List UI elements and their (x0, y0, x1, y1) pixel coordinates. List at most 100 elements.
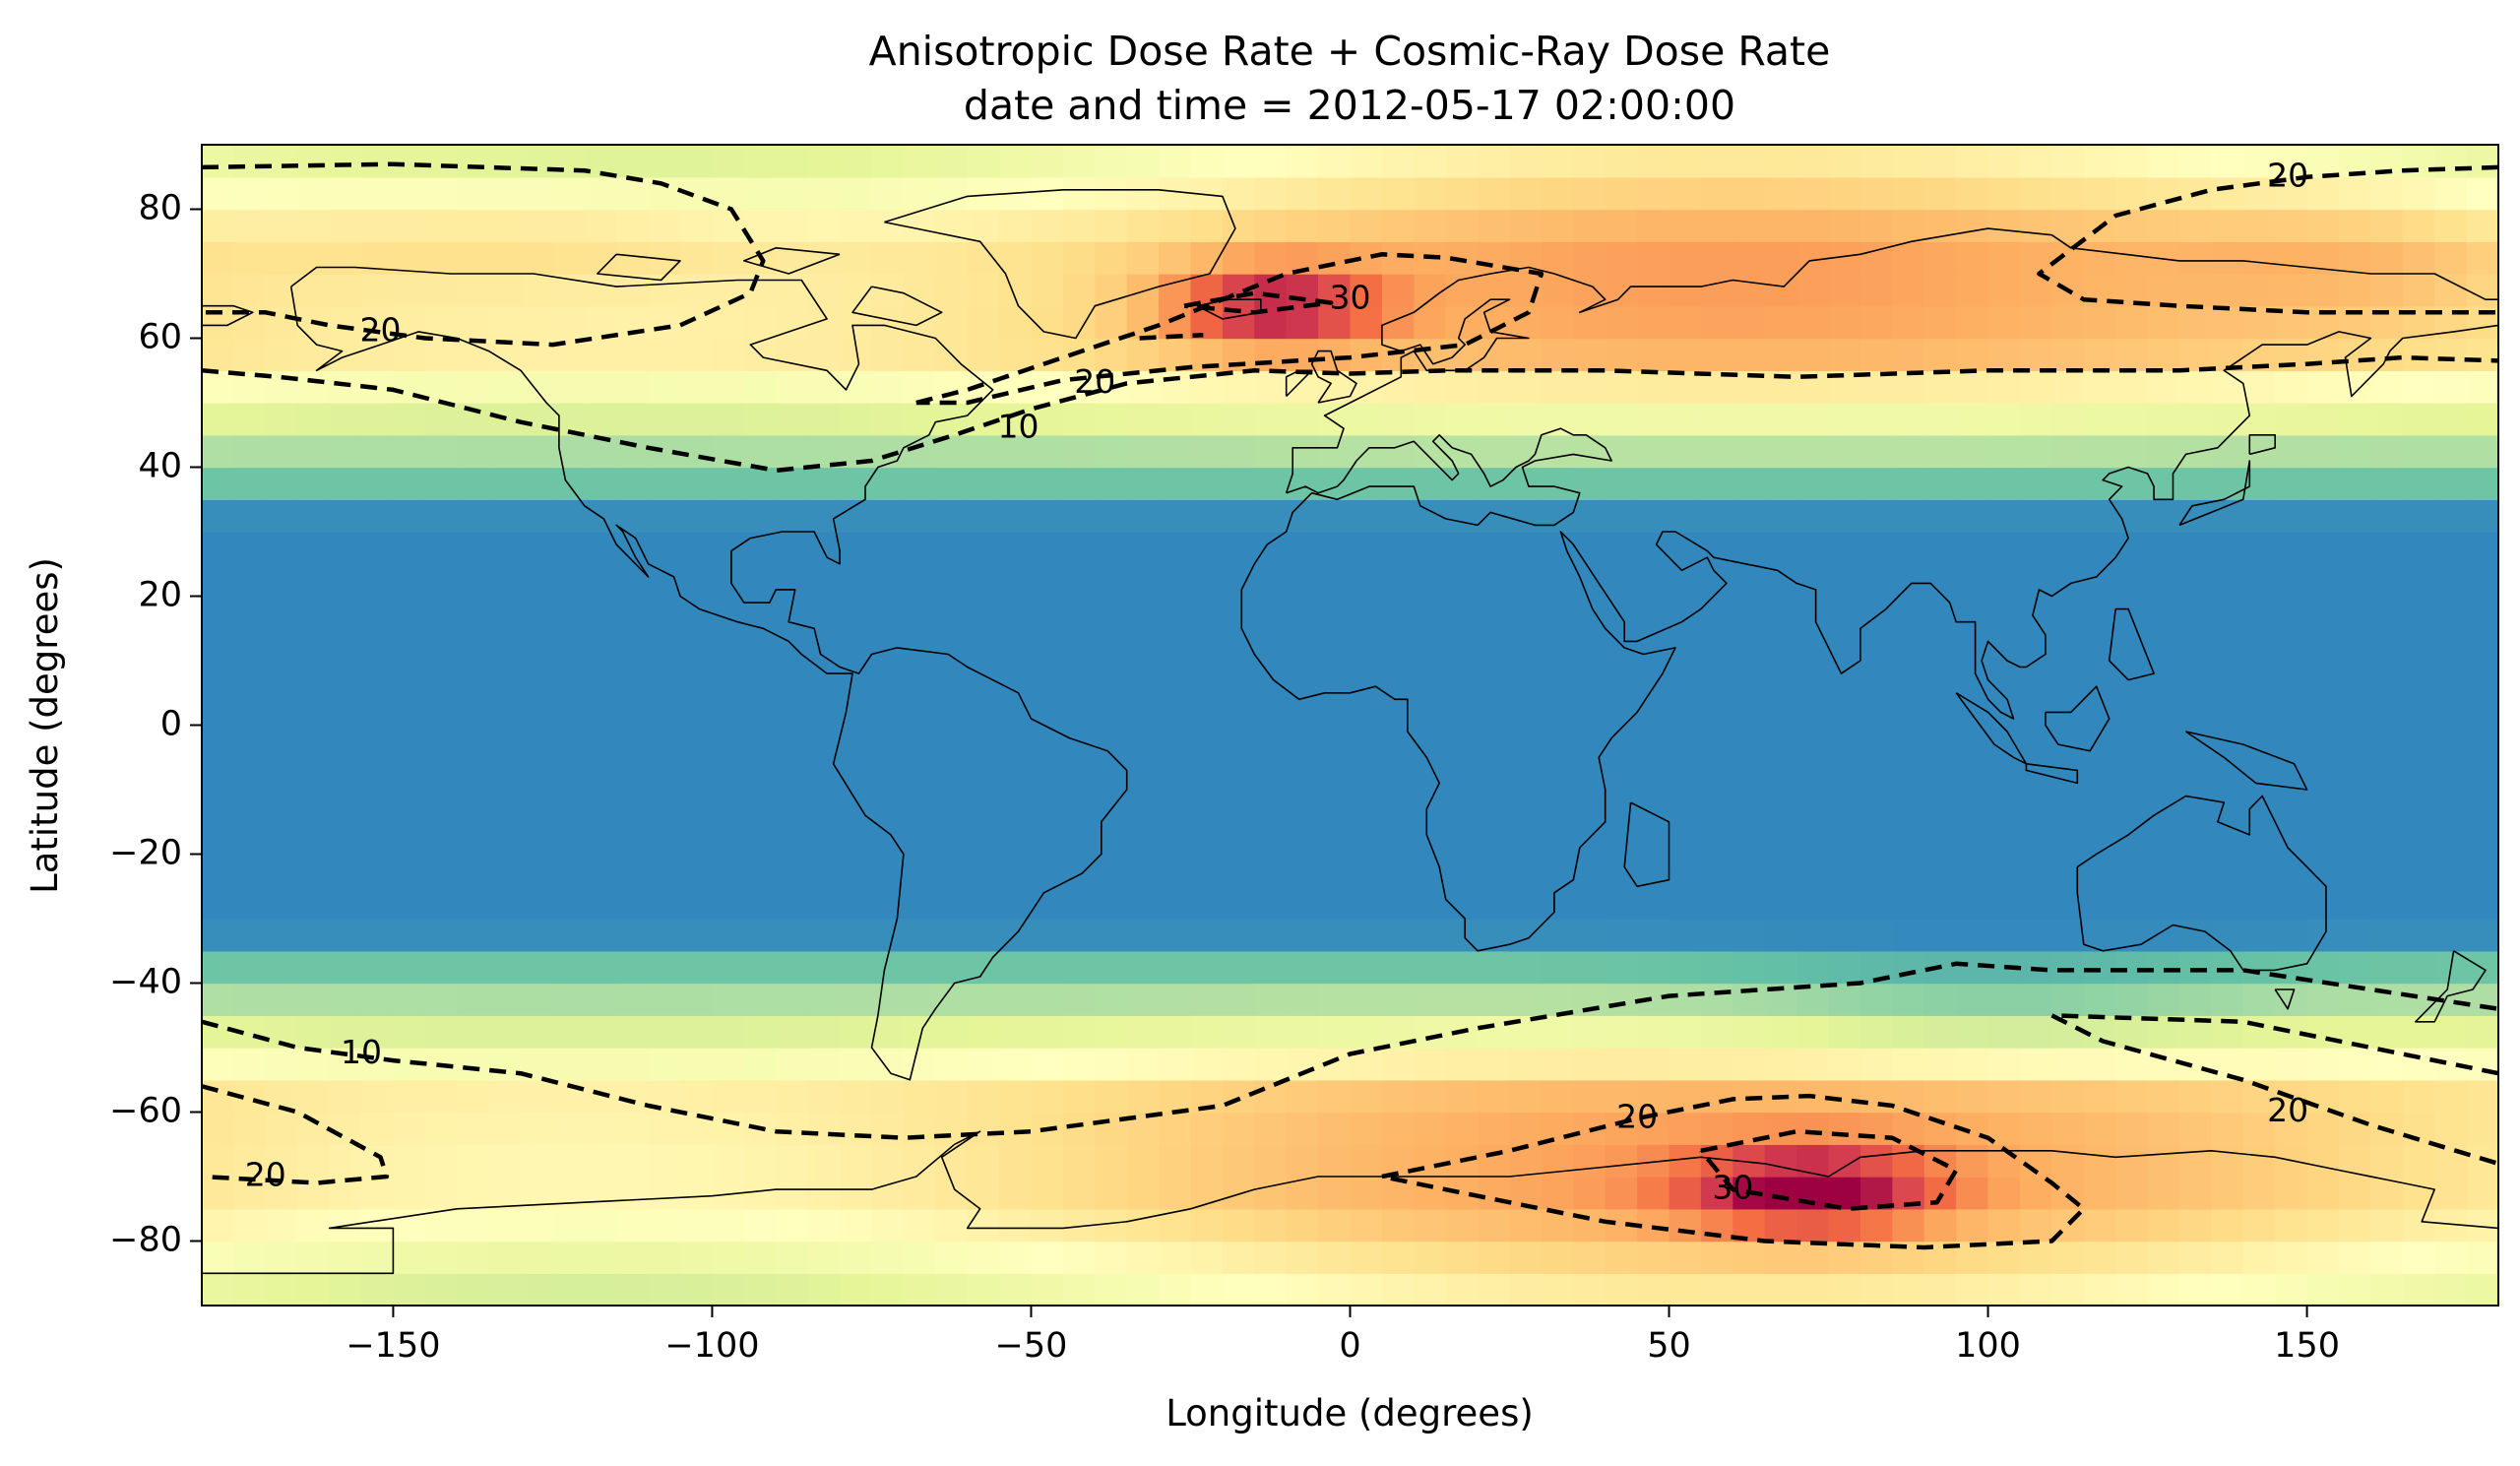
heatmap-cell (1445, 1112, 1479, 1145)
heatmap-cell (1923, 532, 1957, 565)
heatmap-cell (1381, 145, 1416, 178)
heatmap-cell (297, 790, 331, 823)
heatmap-cell (1509, 467, 1543, 500)
heatmap-cell (1573, 950, 1606, 985)
heatmap-cell (1414, 274, 1447, 307)
heatmap-cell (584, 1112, 617, 1145)
heatmap-cell (457, 532, 490, 565)
heatmap-cell (1381, 596, 1416, 629)
heatmap-cell (1222, 403, 1255, 436)
heatmap-cell (1732, 983, 1766, 1016)
heatmap-cell (743, 661, 777, 694)
heatmap-cell (743, 821, 777, 856)
heatmap-cell (1700, 305, 1734, 340)
contour-label: 20 (1074, 362, 1115, 401)
heatmap-cell (1509, 1208, 1543, 1243)
heatmap-cell (1828, 209, 1861, 242)
heatmap-cell (2083, 725, 2116, 758)
heatmap-cell (2083, 1144, 2116, 1178)
heatmap-cell (552, 1273, 586, 1306)
heatmap-cell (488, 692, 522, 727)
heatmap-cell (233, 176, 267, 211)
heatmap-cell (2051, 983, 2085, 1016)
heatmap-cell (2434, 821, 2468, 856)
heatmap-cell (521, 1241, 554, 1274)
heatmap-cell (1254, 692, 1288, 727)
heatmap-cell (1956, 1079, 1989, 1114)
heatmap-cell (1573, 1079, 1606, 1114)
heatmap-cell (903, 596, 936, 629)
heatmap-cell (1254, 1273, 1288, 1306)
heatmap-cell (680, 1177, 714, 1210)
heatmap-cell (2211, 919, 2244, 952)
heatmap-cell (1254, 886, 1288, 920)
heatmap-cell (457, 757, 490, 791)
heatmap-cell (1923, 370, 1957, 404)
heatmap-cell (776, 854, 809, 887)
heatmap-cell (1286, 1015, 1319, 1049)
heatmap-cell (1828, 950, 1861, 985)
heatmap-cell (297, 1048, 331, 1081)
heatmap-cell (1254, 983, 1288, 1016)
coastline (2274, 988, 2296, 1010)
heatmap-cell (265, 790, 298, 823)
heatmap-cell (807, 821, 841, 856)
heatmap-cell (1414, 1241, 1447, 1274)
heatmap-cell (1956, 821, 1989, 856)
heatmap-cell (680, 467, 714, 500)
heatmap-cell (2147, 821, 2180, 856)
heatmap-cell (2306, 1241, 2340, 1274)
heatmap-cell (1859, 790, 1894, 823)
heatmap-cell (616, 499, 650, 533)
heatmap-cell (521, 596, 554, 629)
heatmap-cell (2051, 1273, 2085, 1306)
heatmap-cell (1669, 692, 1702, 727)
heatmap-cell (361, 790, 395, 823)
heatmap-cell (1637, 821, 1670, 856)
heatmap-cell (1987, 1208, 2021, 1243)
y-tick-label: −80 (109, 1221, 182, 1260)
heatmap-cell (1095, 176, 1128, 211)
heatmap-cell (1190, 1048, 1224, 1081)
heatmap-cell (457, 403, 490, 436)
x-tick-label: −100 (664, 1326, 759, 1366)
heatmap-cell (265, 532, 298, 565)
heatmap-cell (584, 499, 617, 533)
heatmap-cell (457, 725, 490, 758)
heatmap-cell (1381, 950, 1416, 985)
heatmap-cell (2051, 1112, 2085, 1145)
heatmap-cell (488, 1241, 522, 1274)
heatmap-cell (648, 1177, 681, 1210)
heatmap-cell (2402, 145, 2435, 178)
heatmap-cell (903, 725, 936, 758)
heatmap-cell (999, 1048, 1033, 1081)
heatmap-cell (840, 1241, 873, 1274)
heatmap-cell (361, 434, 395, 469)
heatmap-cell (1669, 661, 1702, 694)
heatmap-cell (2338, 1048, 2372, 1081)
heatmap-cell (1541, 305, 1575, 340)
heatmap-cell (2178, 1241, 2213, 1274)
heatmap-cell (265, 145, 298, 178)
heatmap-cell (616, 1112, 650, 1145)
heatmap-cell (1062, 209, 1096, 242)
heatmap-cell (776, 725, 809, 758)
heatmap-cell (1764, 790, 1797, 823)
heatmap-cell (1669, 725, 1702, 758)
heatmap-cell (1541, 1273, 1575, 1306)
coastline (1240, 324, 2498, 952)
heatmap-cell (1541, 1177, 1575, 1210)
heatmap-cell (935, 563, 969, 598)
heatmap-cell (2242, 692, 2276, 727)
heatmap-cell (1637, 919, 1670, 952)
heatmap-cell (2147, 1273, 2180, 1306)
heatmap-cell (2370, 1241, 2404, 1274)
heatmap-cell (2306, 596, 2340, 629)
heatmap-cell (2178, 1273, 2213, 1306)
heatmap-cell (1445, 1079, 1479, 1114)
coastline (1623, 801, 1670, 888)
heatmap-cell (2306, 467, 2340, 500)
heatmap-cell (1031, 1273, 1064, 1306)
heatmap-cell (1159, 1048, 1192, 1081)
heatmap-cell (1286, 596, 1319, 629)
